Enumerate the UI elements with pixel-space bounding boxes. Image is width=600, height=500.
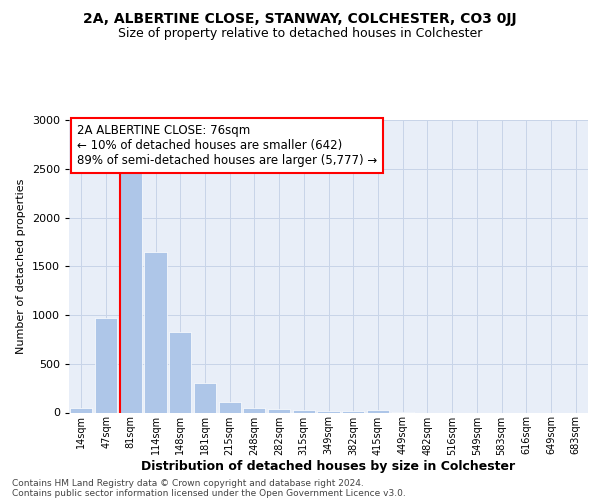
Bar (145, 252, 167, 412)
Bar (342, 411, 364, 412)
Text: Contains HM Land Registry data © Crown copyright and database right 2024.: Contains HM Land Registry data © Crown c… (12, 478, 364, 488)
Bar (367, 410, 389, 412)
Text: Contains public sector information licensed under the Open Government Licence v3: Contains public sector information licen… (12, 488, 406, 498)
Bar (95, 318, 117, 412)
Bar (317, 410, 340, 412)
X-axis label: Distribution of detached houses by size in Colchester: Distribution of detached houses by size … (142, 460, 515, 473)
Text: 2A ALBERTINE CLOSE: 76sqm
← 10% of detached houses are smaller (642)
89% of semi: 2A ALBERTINE CLOSE: 76sqm ← 10% of detac… (77, 124, 377, 168)
Bar (70, 408, 92, 412)
Bar (268, 408, 290, 412)
Bar (243, 408, 265, 412)
Y-axis label: Number of detached properties: Number of detached properties (16, 178, 26, 354)
Text: Size of property relative to detached houses in Colchester: Size of property relative to detached ho… (118, 28, 482, 40)
Bar (169, 332, 191, 412)
Text: 2A, ALBERTINE CLOSE, STANWAY, COLCHESTER, CO3 0JJ: 2A, ALBERTINE CLOSE, STANWAY, COLCHESTER… (83, 12, 517, 26)
Bar (293, 410, 315, 412)
Bar (194, 383, 216, 412)
Bar (218, 402, 241, 412)
Bar (119, 172, 142, 412)
